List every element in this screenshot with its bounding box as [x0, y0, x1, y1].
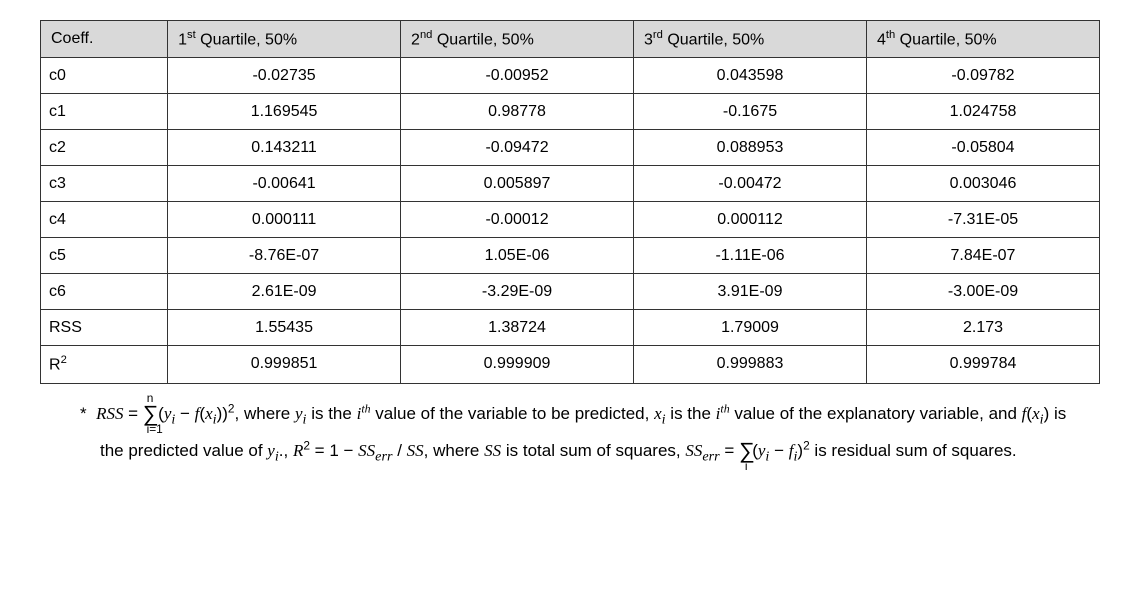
cell-value: -0.00012	[401, 202, 634, 238]
cell-value: 0.003046	[866, 166, 1099, 202]
table-row: R20.9998510.9999090.9998830.999784	[41, 346, 1100, 383]
col-header-coeff: Coeff.	[41, 21, 168, 58]
col-header-q1: 1st Quartile, 50%	[168, 21, 401, 58]
row-label: R2	[41, 346, 168, 383]
row-label: c5	[41, 238, 168, 274]
table-row: RSS1.554351.387241.790092.173	[41, 310, 1100, 346]
col-header-q2: 2nd Quartile, 50%	[401, 21, 634, 58]
cell-value: -0.05804	[866, 130, 1099, 166]
row-label: c2	[41, 130, 168, 166]
cell-value: 0.000111	[168, 202, 401, 238]
cell-value: 0.999883	[634, 346, 867, 383]
cell-value: -0.00472	[634, 166, 867, 202]
cell-value: 0.005897	[401, 166, 634, 202]
table-row: c62.61E-09-3.29E-093.91E-09-3.00E-09	[41, 274, 1100, 310]
footnote-text: * RSS = ∑i=1n (yi − f(xi))2, where yi is…	[60, 394, 1070, 468]
row-label: c6	[41, 274, 168, 310]
cell-value: -0.09472	[401, 130, 634, 166]
cell-value: 2.173	[866, 310, 1099, 346]
cell-value: 1.05E-06	[401, 238, 634, 274]
cell-value: 1.79009	[634, 310, 867, 346]
cell-value: -3.00E-09	[866, 274, 1099, 310]
cell-value: 2.61E-09	[168, 274, 401, 310]
cell-value: 0.999851	[168, 346, 401, 383]
cell-value: 0.999909	[401, 346, 634, 383]
cell-value: 1.55435	[168, 310, 401, 346]
row-label: c0	[41, 58, 168, 94]
cell-value: -0.02735	[168, 58, 401, 94]
row-label: c1	[41, 94, 168, 130]
cell-value: 0.043598	[634, 58, 867, 94]
cell-value: -3.29E-09	[401, 274, 634, 310]
cell-value: 1.024758	[866, 94, 1099, 130]
table-row: c0-0.02735-0.009520.043598-0.09782	[41, 58, 1100, 94]
cell-value: -8.76E-07	[168, 238, 401, 274]
cell-value: -0.09782	[866, 58, 1099, 94]
cell-value: -0.00952	[401, 58, 634, 94]
table-row: c11.1695450.98778-0.16751.024758	[41, 94, 1100, 130]
cell-value: 0.143211	[168, 130, 401, 166]
row-label: c3	[41, 166, 168, 202]
col-header-q4: 4th Quartile, 50%	[866, 21, 1099, 58]
cell-value: 0.000112	[634, 202, 867, 238]
cell-value: 0.999784	[866, 346, 1099, 383]
cell-value: -7.31E-05	[866, 202, 1099, 238]
row-label: RSS	[41, 310, 168, 346]
cell-value: 0.088953	[634, 130, 867, 166]
cell-value: -0.00641	[168, 166, 401, 202]
cell-value: -1.11E-06	[634, 238, 867, 274]
cell-value: 0.98778	[401, 94, 634, 130]
table-header-row: Coeff.1st Quartile, 50%2nd Quartile, 50%…	[41, 21, 1100, 58]
cell-value: -0.1675	[634, 94, 867, 130]
row-label: c4	[41, 202, 168, 238]
coefficients-table: Coeff.1st Quartile, 50%2nd Quartile, 50%…	[40, 20, 1100, 384]
col-header-q3: 3rd Quartile, 50%	[634, 21, 867, 58]
table-row: c3-0.006410.005897-0.004720.003046	[41, 166, 1100, 202]
table-row: c40.000111-0.000120.000112-7.31E-05	[41, 202, 1100, 238]
cell-value: 7.84E-07	[866, 238, 1099, 274]
table-row: c5-8.76E-071.05E-06-1.11E-067.84E-07	[41, 238, 1100, 274]
footnote: * RSS = ∑i=1n (yi − f(xi))2, where yi is…	[40, 394, 1100, 468]
cell-value: 1.38724	[401, 310, 634, 346]
table-row: c20.143211-0.094720.088953-0.05804	[41, 130, 1100, 166]
cell-value: 1.169545	[168, 94, 401, 130]
cell-value: 3.91E-09	[634, 274, 867, 310]
